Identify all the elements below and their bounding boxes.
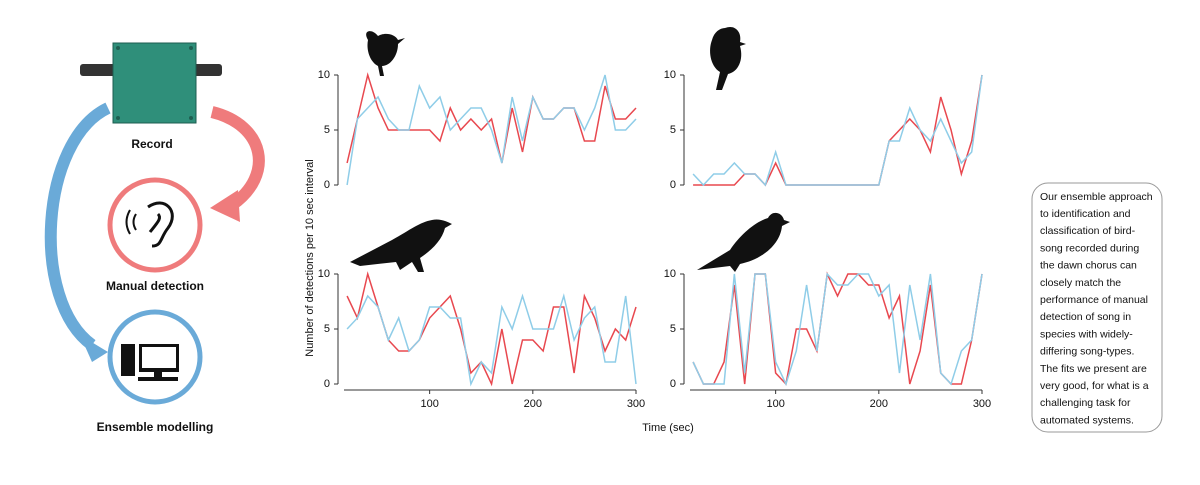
summary-line: automated systems. xyxy=(1040,414,1134,426)
computer-icon xyxy=(121,344,179,381)
bird-silhouette xyxy=(710,26,746,90)
step-label: Record xyxy=(131,137,172,151)
y-axis-label: Number of detections per 10 sec interval xyxy=(304,159,316,357)
series-line xyxy=(692,272,983,387)
series-line xyxy=(346,72,637,164)
x-tick-label: 100 xyxy=(420,398,438,410)
summary-line: differing song-types. xyxy=(1040,346,1134,358)
y-tick-label: 10 xyxy=(664,69,676,81)
bird-silhouette xyxy=(697,212,790,272)
arrow-head xyxy=(210,190,240,222)
y-tick-label: 5 xyxy=(670,124,676,136)
y-tick-label: 0 xyxy=(324,179,330,191)
x-tick-label: 100 xyxy=(766,398,784,410)
summary-line: detection of song in xyxy=(1040,311,1131,323)
series-line xyxy=(692,74,983,187)
arrow xyxy=(210,106,265,210)
ear-icon xyxy=(147,201,174,248)
summary-line: performance of manual xyxy=(1040,294,1148,306)
y-tick-label: 10 xyxy=(318,69,330,81)
summary-line: to identification and xyxy=(1040,208,1131,220)
summary-line: very good, for what is a xyxy=(1040,380,1149,392)
arrow-head xyxy=(80,335,108,362)
summary-line: classification of bird- xyxy=(1040,225,1136,237)
x-axis-label: Time (sec) xyxy=(642,422,694,434)
y-tick-label: 0 xyxy=(670,179,676,191)
summary-line: challenging task for xyxy=(1040,397,1131,409)
summary-box xyxy=(1031,182,1163,433)
x-tick-label: 200 xyxy=(524,398,542,410)
y-tick-label: 5 xyxy=(324,124,330,136)
y-tick-label: 0 xyxy=(324,378,330,390)
bird-silhouette xyxy=(350,219,452,272)
summary-line: song recorded during xyxy=(1040,242,1139,254)
step-label: Manual detection xyxy=(106,279,204,293)
x-tick-label: 300 xyxy=(627,398,645,410)
series-line xyxy=(693,74,983,187)
series-line xyxy=(346,271,637,387)
y-tick-label: 10 xyxy=(318,268,330,280)
y-tick-label: 5 xyxy=(324,323,330,335)
series-line xyxy=(346,293,637,387)
summary-line: the dawn chorus can xyxy=(1040,260,1137,272)
y-tick-label: 5 xyxy=(670,323,676,335)
series-line xyxy=(346,74,637,186)
sound-icon xyxy=(125,209,137,235)
step-label: Ensemble modelling xyxy=(97,420,214,434)
summary-line: species with widely- xyxy=(1040,328,1133,340)
y-tick-label: 10 xyxy=(664,268,676,280)
summary-line: closely match the xyxy=(1040,277,1121,289)
x-tick-label: 200 xyxy=(870,398,888,410)
x-tick-label: 300 xyxy=(973,398,991,410)
y-tick-label: 0 xyxy=(670,378,676,390)
series-line xyxy=(692,271,983,386)
summary-line: Our ensemble approach xyxy=(1040,191,1153,203)
bird-silhouette xyxy=(366,31,405,76)
summary-line: The fits we present are xyxy=(1040,363,1147,375)
recorder-icon xyxy=(80,42,222,124)
arrow xyxy=(44,102,111,350)
